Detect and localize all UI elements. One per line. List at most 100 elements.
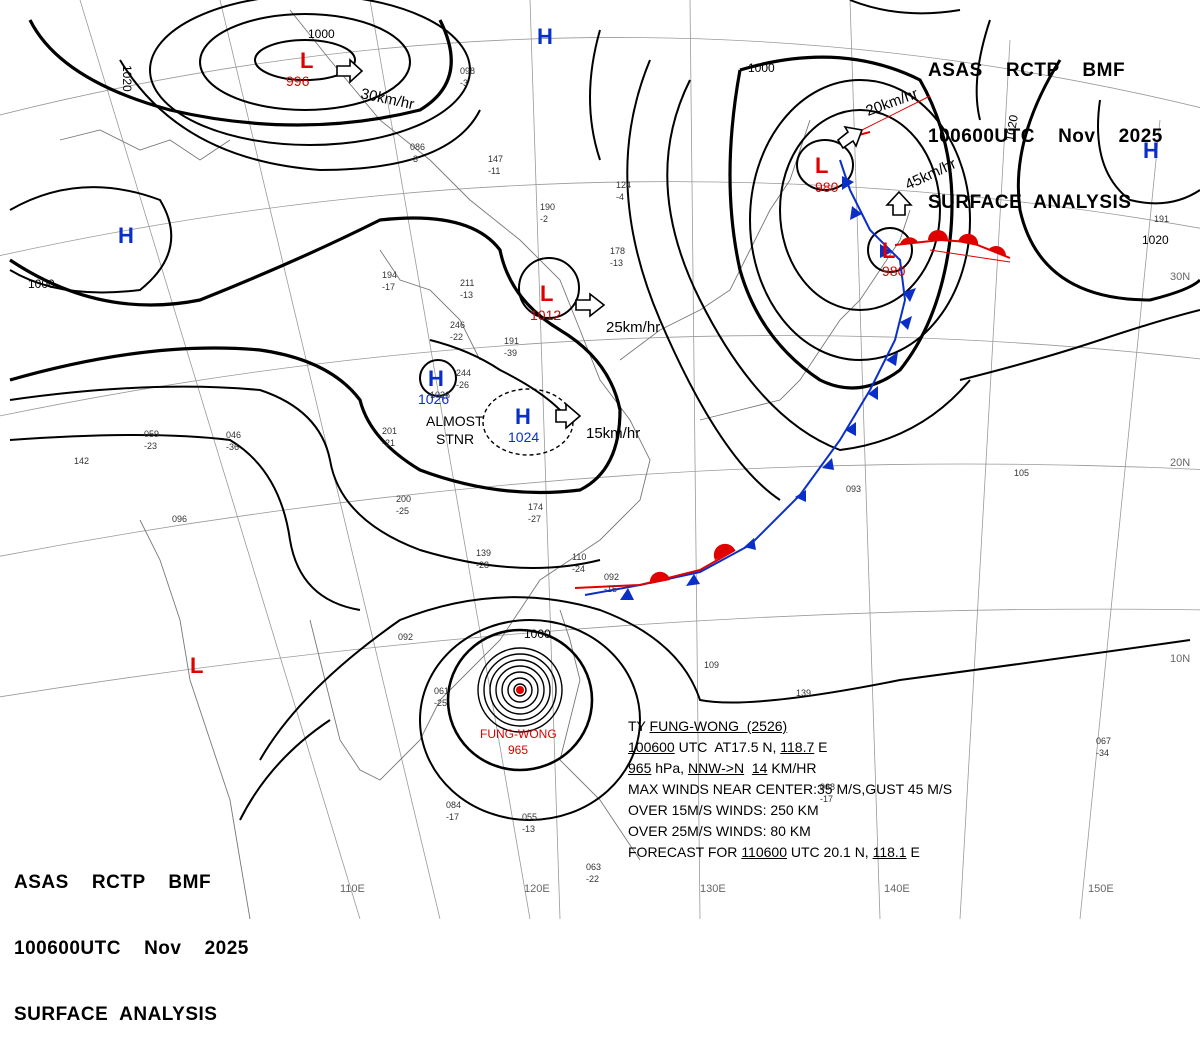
lat-label: 30N — [1170, 271, 1190, 283]
isobar-label: 1000 — [308, 27, 335, 41]
station-value: 139 — [476, 548, 491, 558]
station-plots: 1026244-26246-22211-13194-17178-13190-21… — [74, 66, 1169, 884]
cold-front — [584, 159, 916, 600]
isobar-label: 1000 — [748, 61, 775, 75]
station-value: -13 — [522, 824, 535, 834]
station-value: -24 — [572, 564, 585, 574]
low-symbol: L — [815, 153, 828, 178]
station-value: 211 — [460, 278, 474, 288]
station-value: 147 — [488, 154, 503, 164]
low-pressure-value: 980 — [882, 263, 906, 279]
weather-map: 1000 1020 1000 1000 1020 1020 1000 L 996… — [0, 0, 1200, 919]
arrow-ne-low-bottom — [885, 190, 913, 216]
header-top-line3: SURFACE ANALYSIS — [928, 192, 1132, 213]
station-value: 093 — [846, 484, 861, 494]
isobar-label: 1000 — [28, 277, 55, 291]
low-pressure-value: 996 — [286, 73, 310, 89]
almost-stnr-line2: STNR — [436, 431, 474, 447]
station-value: -25 — [396, 506, 409, 516]
station-value: -34 — [1096, 748, 1109, 758]
isobar-label: 1020 — [1142, 233, 1169, 247]
lon-label: 140E — [884, 883, 910, 895]
station-value: 174 — [528, 502, 543, 512]
station-value: 055 — [522, 812, 537, 822]
station-value: 139 — [796, 688, 811, 698]
station-value: 109 — [704, 660, 719, 670]
lat-label: 20N — [1170, 457, 1190, 469]
header-top-line1: ASAS RCTP BMF — [928, 60, 1126, 81]
low-pressure-value: 980 — [815, 179, 839, 195]
station-value: -26 — [456, 380, 469, 390]
station-value: 200 — [396, 494, 411, 504]
typhoon-info-line2: 100600 UTC AT17.5 N, 118.7 E — [628, 739, 828, 755]
station-value: 059 — [144, 429, 159, 439]
pressure-systems: L 996 H H L 1012 H 1026 H 1024 L 980 L 9… — [118, 24, 1159, 678]
typhoon-info-line5: OVER 15M/S WINDS: 250 KM — [628, 802, 819, 818]
station-value: -11 — [488, 166, 500, 176]
header-bottom: ASAS RCTP BMF 100600UTC Nov 2025 SURFACE… — [14, 828, 249, 1048]
high-pressure-value: 1026 — [418, 391, 449, 407]
station-value: 084 — [446, 800, 461, 810]
station-value: 096 — [172, 514, 187, 524]
station-value: 124 — [616, 180, 631, 190]
station-value: 086 — [410, 142, 425, 152]
station-value: -39 — [504, 348, 517, 358]
station-value: 046 — [226, 430, 241, 440]
station-value: -13 — [610, 258, 623, 268]
arrow-nw-low — [336, 58, 364, 84]
typhoon-info-line1: TY FUNG-WONG (2526) — [628, 718, 788, 734]
arrow-central-high — [555, 402, 582, 430]
warm-front — [574, 129, 1011, 589]
movement-arrows — [336, 58, 913, 430]
station-value: -28 — [476, 560, 489, 570]
isobar-labels: 1000 1020 1000 1000 1020 1020 1000 — [28, 27, 1169, 641]
station-value: -13 — [460, 290, 473, 300]
lat-label: 10N — [1170, 653, 1190, 665]
station-value: 098 — [460, 66, 475, 76]
station-value: 068 — [820, 782, 835, 792]
lon-label: 130E — [700, 883, 726, 895]
low-symbol: L — [882, 238, 895, 263]
typhoon-info-line7: FORECAST FOR 110600 UTC 20.1 N, 118.1 E — [628, 844, 920, 860]
station-value: -3 — [410, 154, 418, 164]
typhoon-info-line4: MAX WINDS NEAR CENTER:35 M/S,GUST 45 M/S — [628, 781, 953, 797]
station-value: -15 — [604, 584, 617, 594]
low-pressure-value: 1012 — [530, 307, 561, 323]
station-value: 201 — [382, 426, 397, 436]
isobar-label: 1020 — [120, 65, 134, 92]
low-symbol: L — [300, 48, 313, 73]
high-symbol: H — [118, 223, 134, 248]
station-value: 142 — [74, 456, 89, 466]
typhoon-pressure: 965 — [508, 743, 528, 757]
station-value: -2 — [540, 214, 548, 224]
station-value: -4 — [616, 192, 624, 202]
station-value: 190 — [540, 202, 555, 212]
almost-stnr-line1: ALMOST — [426, 413, 484, 429]
speed-label: 25km/hr — [606, 319, 660, 336]
station-value: -17 — [820, 794, 833, 804]
station-value: 063 — [586, 862, 601, 872]
typhoon-name: FUNG-WONG — [480, 727, 557, 741]
high-symbol: H — [428, 366, 444, 391]
station-value: -25 — [434, 698, 447, 708]
station-value: 191 — [504, 336, 519, 346]
station-value: 244 — [456, 368, 471, 378]
station-value: -21 — [382, 438, 395, 448]
speed-label: 15km/hr — [586, 425, 640, 442]
high-symbol: H — [537, 24, 553, 49]
station-value: -22 — [586, 874, 599, 884]
header-bottom-line1: ASAS RCTP BMF — [14, 872, 212, 893]
header-top: ASAS RCTP BMF 100600UTC Nov 2025 SURFACE… — [928, 16, 1163, 236]
arrow-central-low — [575, 292, 606, 318]
station-value: -22 — [450, 332, 463, 342]
station-value: 191 — [1154, 214, 1169, 224]
arrow-ne-low-top — [836, 125, 864, 150]
typhoon-info: TY FUNG-WONG (2526) 100600 UTC AT17.5 N,… — [628, 716, 952, 863]
low-symbol: L — [190, 653, 203, 678]
station-value: -17 — [446, 812, 459, 822]
high-pressure-value: 1024 — [508, 429, 539, 445]
typhoon-info-line6: OVER 25M/S WINDS: 80 KM — [628, 823, 811, 839]
station-value: -17 — [382, 282, 395, 292]
axis-labels: 110E 120E 130E 140E 150E 30N 20N 10N — [340, 271, 1190, 895]
typhoon-info-line3: 965 hPa, NNW->N 14 KM/HR — [628, 760, 817, 776]
